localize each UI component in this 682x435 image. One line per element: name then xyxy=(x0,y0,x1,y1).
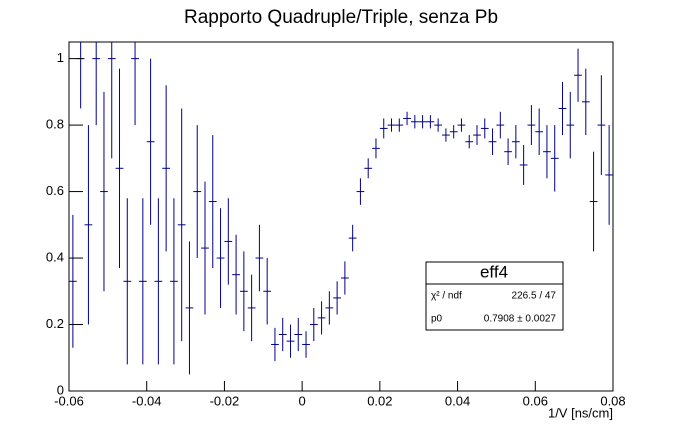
x-tick-label: 0.06 xyxy=(523,393,548,408)
y-tick-label: 0.2 xyxy=(46,316,64,331)
stats-label: p0 xyxy=(431,314,443,325)
y-tick-label: 0.6 xyxy=(46,183,64,198)
x-tick-label: 0 xyxy=(299,393,306,408)
y-tick-label: 0 xyxy=(57,382,64,397)
stats-label: χ² / ndf xyxy=(431,291,462,302)
frame xyxy=(68,41,614,392)
x-axis-label: 1/V [ns/cm] xyxy=(548,405,613,420)
stats-value: 226.5 / 47 xyxy=(512,291,557,302)
chart-title: Rapporto Quadruple/Triple, senza Pb xyxy=(184,7,498,28)
x-tick-label: -0.04 xyxy=(132,393,162,408)
stats-value: 0.7908 ± 0.0027 xyxy=(484,314,557,325)
x-tick-label: 0.04 xyxy=(445,393,470,408)
stats-title: eff4 xyxy=(480,262,508,281)
stats-frame xyxy=(425,261,564,331)
x-tick-label: 0.08 xyxy=(600,393,625,408)
y-tick-label: 0.8 xyxy=(46,117,64,132)
points xyxy=(69,42,613,375)
y-tick-label: 0.4 xyxy=(46,249,64,264)
x-tick-label: 0.02 xyxy=(367,393,392,408)
x-tick-label: -0.02 xyxy=(210,393,240,408)
x-tick-label: -0.06 xyxy=(54,393,84,408)
y-tick-label: 1 xyxy=(57,50,64,65)
stats-box: eff4 χ² / ndf 226.5 / 47 p0 0.7908 ± 0.0… xyxy=(425,261,564,331)
